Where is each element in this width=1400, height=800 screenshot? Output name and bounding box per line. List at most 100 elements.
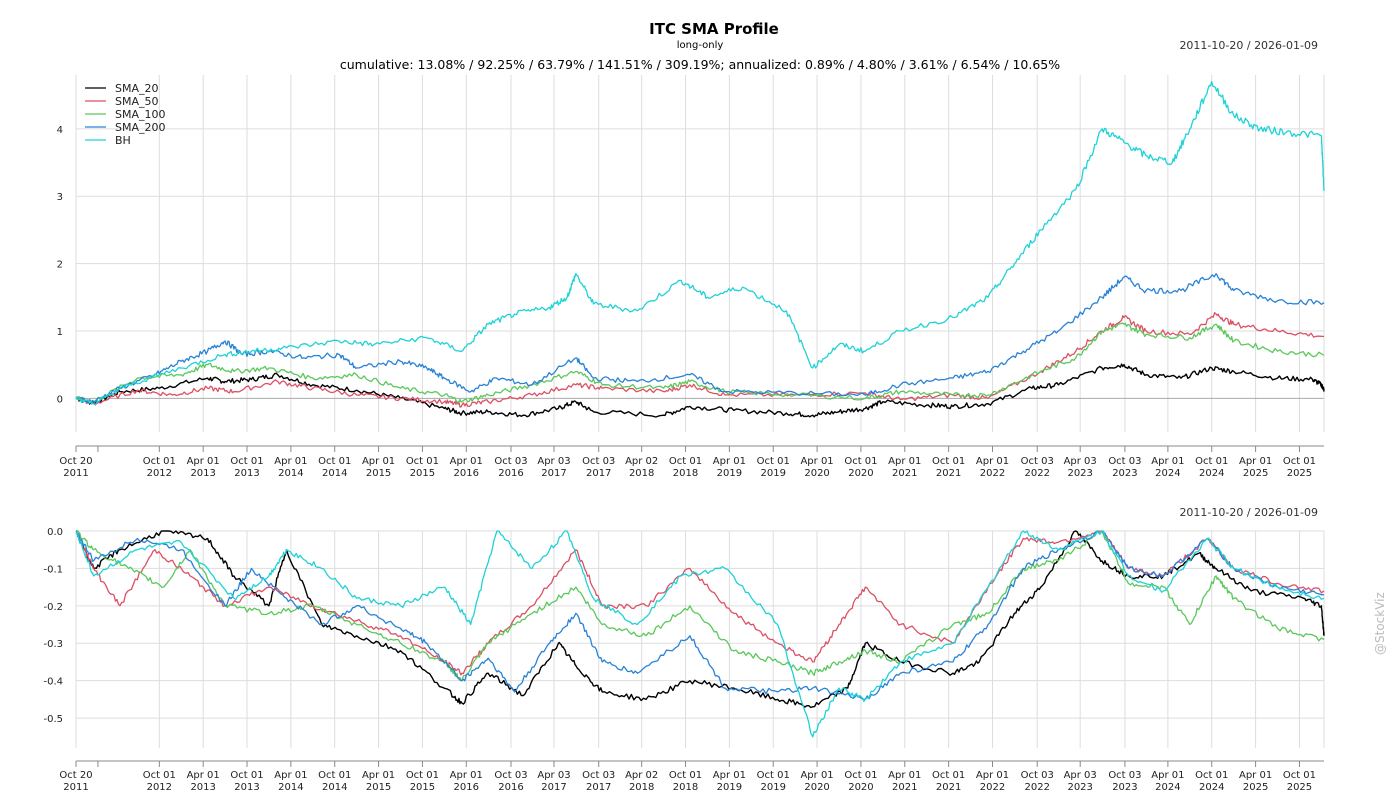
x-tick-label: Apr 01 [800,770,833,781]
x-tick-label: Oct 01 [143,770,176,781]
x-tick-year: 2025 [1243,468,1268,479]
x-tick-year: 2019 [717,468,742,479]
chart-title: ITC SMA Profile [649,20,779,38]
x-tick-year: 2013 [190,468,215,479]
y-tick-label: 1 [57,327,63,338]
x-tick-label: Apr 01 [187,456,220,467]
x-tick-year: 2016 [498,468,523,479]
x-tick-year: 2018 [673,468,698,479]
x-tick-label: Apr 01 [976,770,1009,781]
x-tick-label: Apr 02 [625,770,658,781]
x-tick-label: Oct 01 [406,456,439,467]
x-tick-label: Apr 01 [362,770,395,781]
series-line-sma_100 [75,530,1325,682]
x-tick-year: 2011 [63,782,88,793]
y-tick-label: -0.4 [43,677,63,688]
y-tick-label: 0 [57,394,63,405]
legend-label-sma_50: SMA_50 [115,95,159,108]
x-tick-label: Oct 01 [844,456,877,467]
x-tick-label: Apr 03 [537,456,570,467]
x-tick-year: 2023 [1112,782,1137,793]
series-line-sma_200 [75,530,1325,701]
y-tick-label: -0.3 [43,639,63,650]
x-tick-year: 2024 [1199,468,1224,479]
x-tick-year: 2024 [1199,782,1224,793]
series-line-sma_20 [75,363,1325,418]
chart-subtitle: long-only [677,40,724,51]
x-tick-year: 2015 [410,782,435,793]
x-tick-year: 2022 [1024,468,1049,479]
x-tick-year: 2013 [234,782,259,793]
x-tick-year: 2020 [804,468,829,479]
x-tick-year: 2018 [629,782,654,793]
x-tick-year: 2019 [761,468,786,479]
x-tick-label: Apr 01 [1151,456,1184,467]
x-tick-year: 2021 [936,782,961,793]
legend-label-sma_20: SMA_20 [115,82,159,95]
series-line-bh [75,530,1325,738]
x-tick-year: 2015 [366,468,391,479]
y-tick-label: 4 [57,125,63,136]
x-tick-year: 2023 [1112,468,1137,479]
x-tick-year: 2020 [804,782,829,793]
x-tick-label: Apr 01 [1151,770,1184,781]
x-tick-year: 2022 [1024,782,1049,793]
x-tick-label: Oct 03 [1021,770,1054,781]
x-tick-year: 2021 [936,468,961,479]
x-tick-label: Oct 01 [1283,456,1316,467]
x-tick-year: 2014 [278,468,303,479]
y-tick-label: 3 [57,192,63,203]
x-tick-label: Apr 01 [713,770,746,781]
x-tick-year: 2020 [848,468,873,479]
x-tick-label: Apr 01 [1239,770,1272,781]
x-tick-label: Oct 01 [1195,456,1228,467]
x-tick-label: Oct 01 [230,456,263,467]
x-tick-label: Oct 03 [494,456,527,467]
x-tick-year: 2021 [892,782,917,793]
x-tick-label: Oct 01 [932,456,965,467]
x-tick-label: Oct 01 [406,770,439,781]
x-tick-label: Oct 01 [757,770,790,781]
legend-label-sma_100: SMA_100 [115,108,166,121]
x-tick-year: 2016 [454,782,479,793]
x-tick-year: 2019 [761,782,786,793]
x-tick-year: 2019 [717,782,742,793]
stats-line: cumulative: 13.08% / 92.25% / 63.79% / 1… [340,57,1060,72]
x-tick-label: Oct 01 [143,456,176,467]
x-tick-year: 2023 [1067,468,1092,479]
x-tick-year: 2014 [278,782,303,793]
y-tick-label: 2 [57,260,63,271]
x-tick-label: Apr 01 [1239,456,1272,467]
x-tick-label: Oct 01 [669,456,702,467]
x-tick-year: 2017 [586,782,611,793]
x-tick-label: Apr 01 [274,770,307,781]
x-tick-year: 2016 [454,468,479,479]
x-tick-label: Oct 01 [318,770,351,781]
x-tick-year: 2025 [1243,782,1268,793]
x-tick-label: Oct 20 [59,456,92,467]
x-tick-year: 2016 [498,782,523,793]
x-tick-label: Apr 01 [187,770,220,781]
x-tick-label: Apr 01 [450,456,483,467]
y-tick-label: -0.5 [43,714,63,725]
x-tick-label: Oct 01 [230,770,263,781]
x-tick-label: Oct 03 [582,456,615,467]
date-range-bottom: 2011-10-20 / 2026-01-09 [1179,506,1318,519]
x-tick-label: Oct 03 [494,770,527,781]
x-tick-label: Apr 02 [625,456,658,467]
x-tick-label: Apr 01 [274,456,307,467]
legend-label-sma_200: SMA_200 [115,121,166,134]
x-tick-label: Apr 01 [362,456,395,467]
x-tick-year: 2015 [366,782,391,793]
x-tick-year: 2013 [234,468,259,479]
x-tick-year: 2022 [980,468,1005,479]
x-tick-label: Oct 01 [318,456,351,467]
series-line-sma_50 [75,312,1325,408]
x-tick-label: Apr 03 [1064,456,1097,467]
x-tick-label: Apr 01 [888,770,921,781]
x-tick-label: Oct 01 [1195,770,1228,781]
x-tick-year: 2020 [848,782,873,793]
